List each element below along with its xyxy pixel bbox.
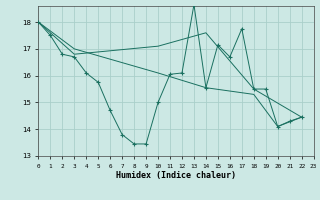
X-axis label: Humidex (Indice chaleur): Humidex (Indice chaleur)	[116, 171, 236, 180]
